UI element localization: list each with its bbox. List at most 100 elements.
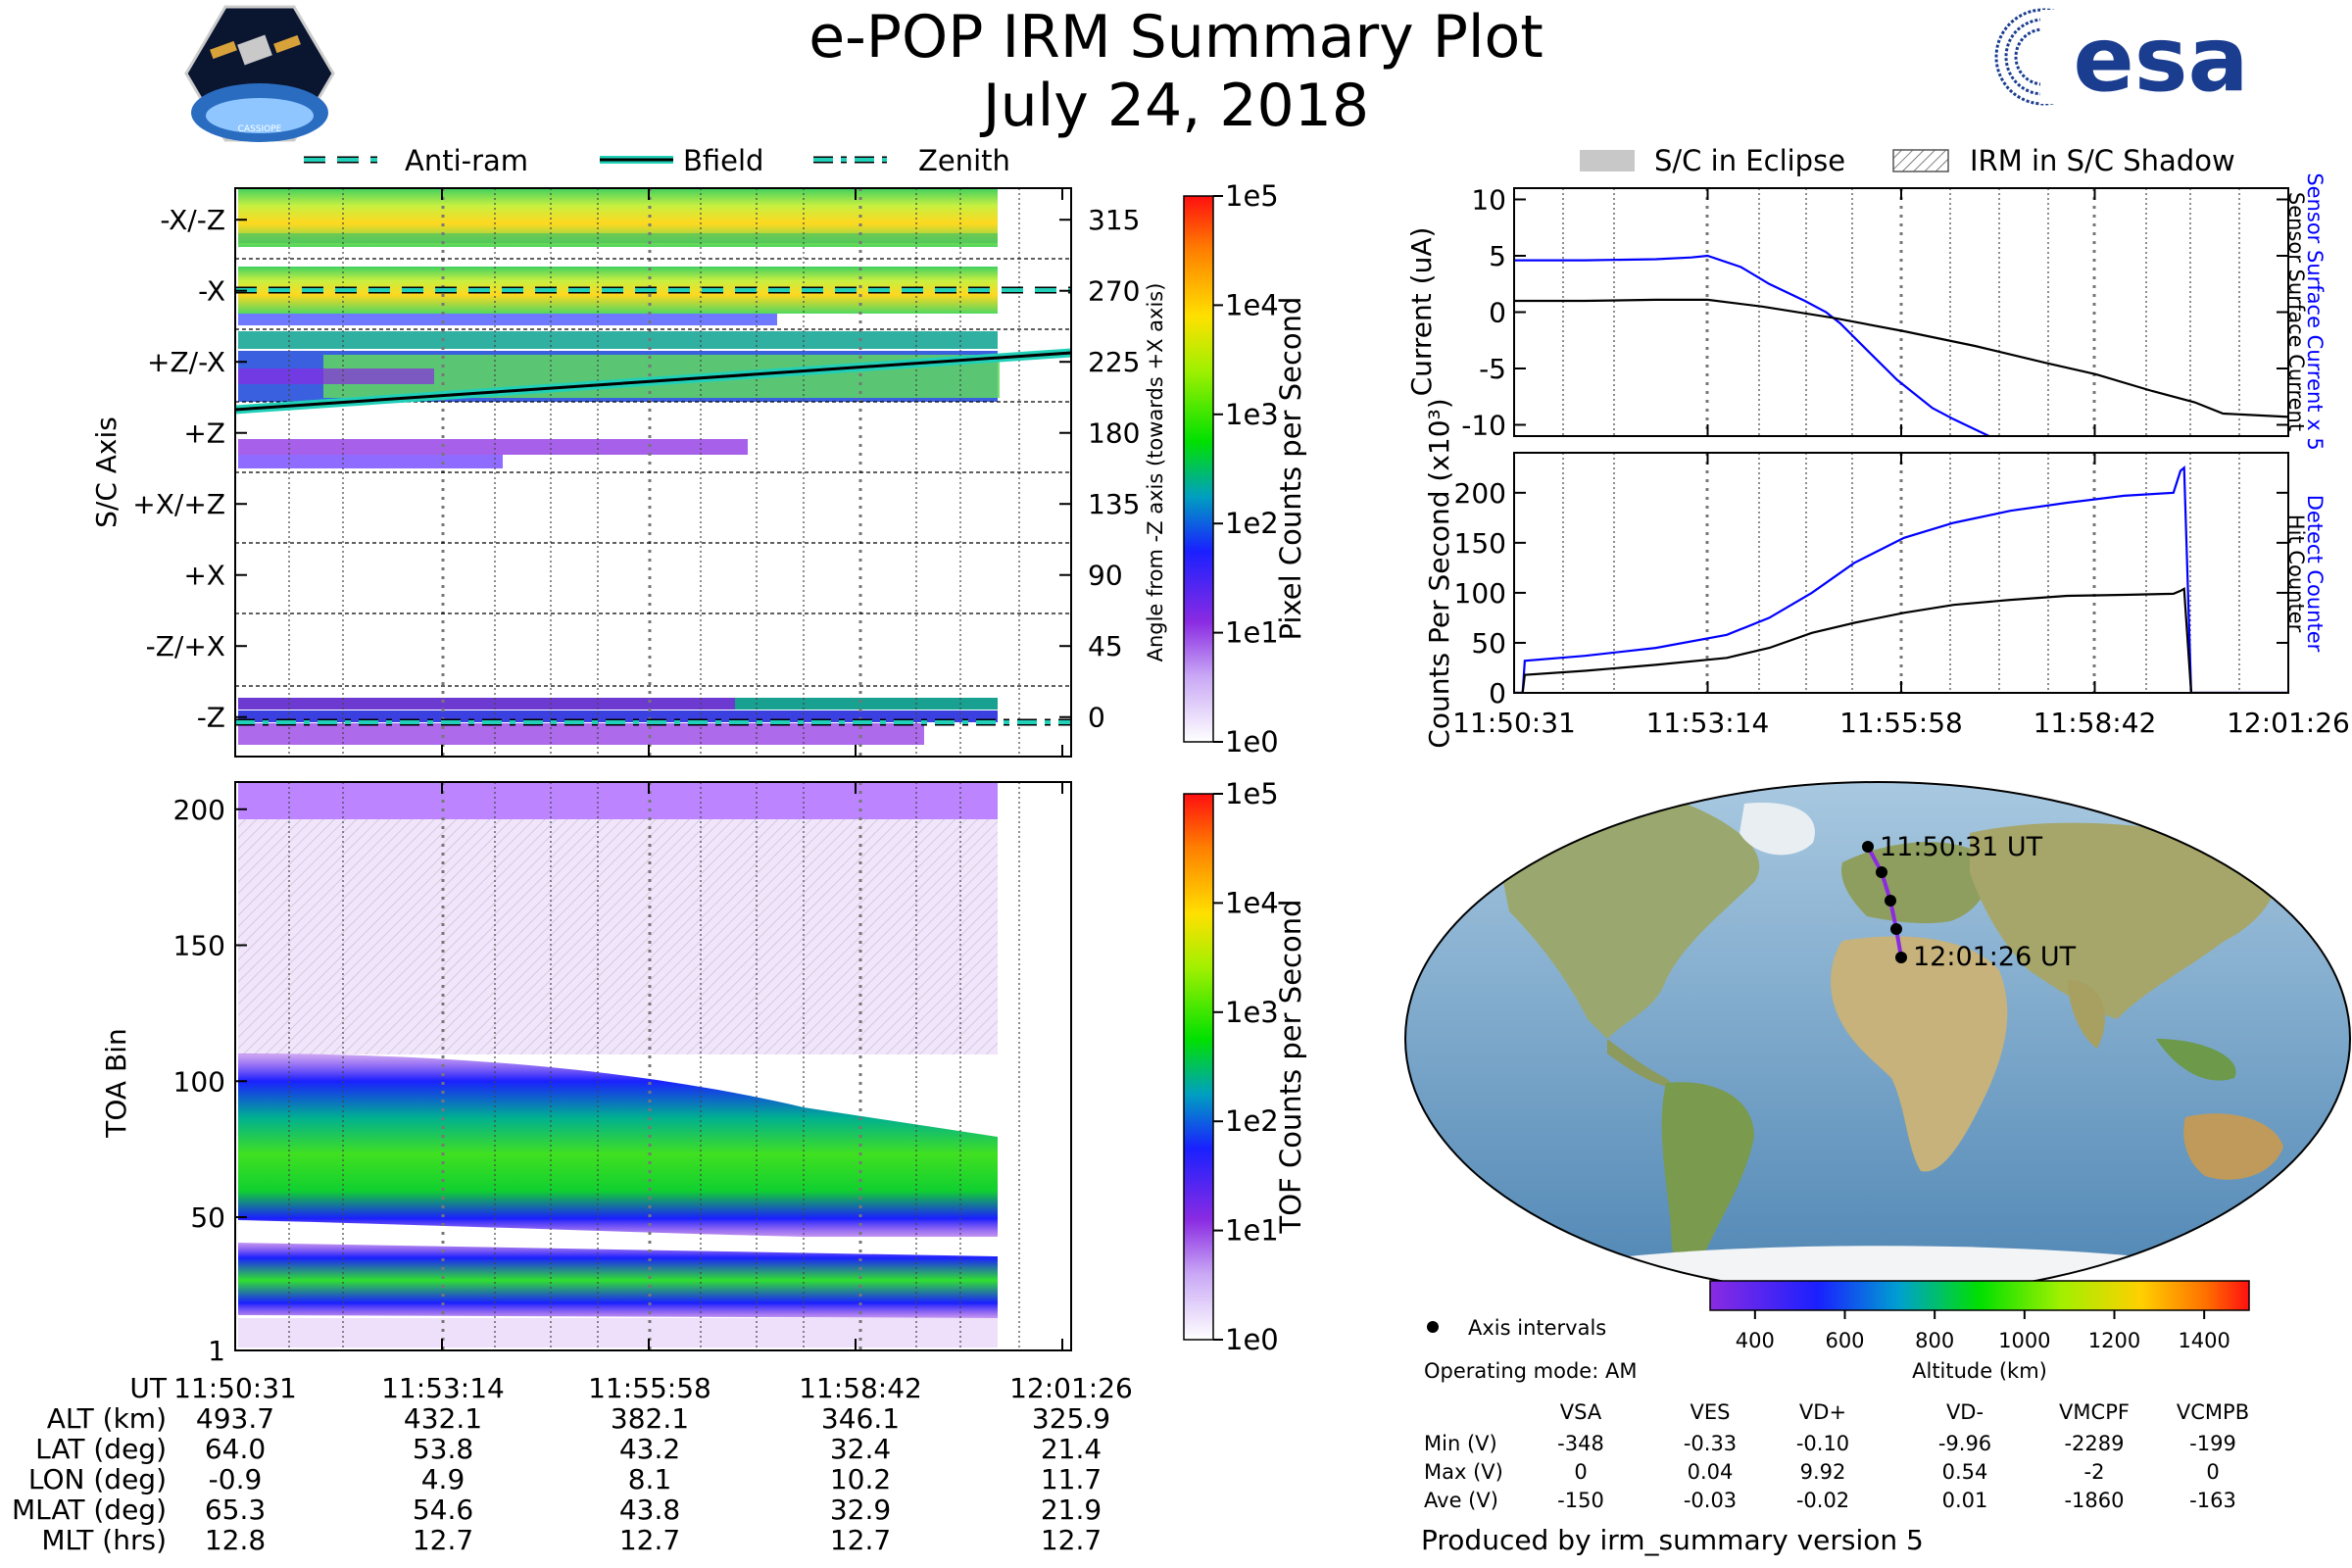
figure-date: July 24, 2018 [979, 72, 1369, 140]
esa-logo: esa [1994, 7, 2249, 112]
world-map: 11:50:31 UT 12:01:26 UT [1404, 781, 2351, 1297]
current-panel: Current (uA) Sensor Surface Current x 5 … [1405, 172, 2327, 450]
voltage-column-header: VSA [1560, 1400, 1602, 1424]
ephemeris-table: UT 11:50:31 11:53:14 11:55:58 11:58:42 12:01:… [12, 1372, 1133, 1556]
table-cell: 43.2 [619, 1433, 680, 1465]
line-ytick-label: 200 [1454, 477, 1506, 510]
table-cell: -0.9 [209, 1463, 263, 1495]
table-cell: 4.9 [421, 1463, 466, 1495]
voltage-cell: 9.92 [1800, 1460, 1846, 1484]
table-cell: 64.0 [205, 1433, 266, 1465]
colorbar-tick-label: 1e3 [1225, 996, 1279, 1029]
continent-north-america [1499, 801, 1760, 1039]
voltage-cell: -0.02 [1796, 1489, 1849, 1512]
tof-colorbar: 1e0 1e1 1e2 1e3 1e4 1e5 TOF Counts per Second [1183, 777, 1307, 1356]
axis-y2tick-label: 45 [1088, 630, 1123, 662]
table-cell: 21.9 [1041, 1494, 1102, 1526]
colorbar-tick-label: 1e2 [1225, 1104, 1279, 1138]
colorbar-tick-label: 1e1 [1225, 616, 1279, 650]
voltage-table: VSA VES VD+ VD- VMCPF VCMPB Min (V) -348 -0.33 -0… [1424, 1400, 2249, 1512]
toa-ytick-label: 200 [173, 794, 225, 826]
legend-shadow-label: IRM in S/C Shadow [1970, 144, 2235, 177]
voltage-row-label: Max (V) [1424, 1460, 1503, 1484]
line-ytick-label: -5 [1479, 353, 1506, 385]
axis-frame [234, 187, 1072, 758]
current-y2label-blue: Sensor Surface Current x 5 [2303, 172, 2327, 450]
axis-ytick-label: +X/+Z [132, 488, 225, 520]
voltage-cell: -0.03 [1684, 1489, 1737, 1512]
counts-ylabel: Counts Per Second (x10³) [1423, 398, 1455, 748]
legend-bfield: Bfield [683, 144, 763, 177]
axis-ytick-label: +X [183, 560, 225, 592]
table-cell: 12.7 [830, 1524, 891, 1556]
line-ytick-label: -10 [1461, 410, 1506, 442]
legend-zenith: Zenith [918, 144, 1010, 177]
line-xtick-label: 12:01:26 [2227, 707, 2350, 739]
table-cell: 346.1 [821, 1402, 900, 1435]
axis-y2tick-label: 90 [1088, 560, 1123, 592]
voltage-cell: 0 [1574, 1460, 1587, 1484]
pixel-colorbar: 1e0 1e1 1e2 1e3 1e4 1e5 Pixel Counts per Seco… [1183, 179, 1307, 759]
axis-ytick-label: -Z/+X [146, 630, 225, 662]
continent-greenland [1740, 803, 1815, 856]
axis-intervals-marker [1427, 1321, 1439, 1333]
colorbar-tick-label: 1e2 [1225, 507, 1279, 540]
colorbar-tick-label: 1e5 [1225, 777, 1279, 810]
track-start-label: 11:50:31 UT [1880, 832, 2043, 862]
voltage-cell: -150 [1557, 1489, 1604, 1512]
line-xtick-label: 11:53:14 [1646, 707, 1770, 739]
table-cell: 493.7 [196, 1402, 274, 1435]
axis-y2tick-label: 225 [1088, 346, 1140, 378]
voltage-cell: -163 [2189, 1489, 2236, 1512]
table-cell: 53.8 [413, 1433, 473, 1465]
altitude-tick-label: 600 [1825, 1329, 1864, 1352]
continent-australia [2183, 1113, 2283, 1180]
satellite-track [1862, 841, 1907, 963]
line-ytick-label: 10 [1471, 184, 1506, 217]
footer-text: Produced by irm_summary version 5 [1421, 1524, 1924, 1556]
voltage-cell: -2 [2084, 1460, 2105, 1484]
table-cell: 32.4 [830, 1433, 891, 1465]
colorbar-tick-label: 1e0 [1225, 1323, 1279, 1356]
table-row-label: LON (deg) [28, 1463, 167, 1495]
voltage-column-header: VMCPF [2059, 1400, 2130, 1424]
legend-anti-ram: Anti-ram [405, 144, 528, 177]
altitude-tick-label: 800 [1915, 1329, 1954, 1352]
line-ytick-label: 50 [1471, 627, 1506, 660]
axis-intervals-label: Axis intervals [1468, 1316, 1606, 1340]
table-cell: 432.1 [404, 1402, 482, 1435]
esa-logo-text: esa [2073, 7, 2248, 112]
continent-south-america [1661, 1082, 1754, 1277]
counts-grid [1562, 453, 2240, 693]
line-ytick-label: 5 [1489, 240, 1506, 272]
voltage-row-label: Min (V) [1424, 1432, 1497, 1455]
colorbar-tick-label: 1e1 [1225, 1214, 1279, 1248]
axis-y2tick-label: 0 [1088, 702, 1105, 734]
voltage-row-label: Ave (V) [1424, 1489, 1498, 1512]
continent-southeast-asia [2156, 1039, 2236, 1081]
track-end-label: 12:01:26 UT [1913, 942, 2077, 972]
table-cell: 8.1 [628, 1463, 672, 1495]
table-cell: 65.3 [205, 1494, 266, 1526]
axis-ylabel: S/C Axis [90, 416, 122, 528]
table-cell: 12:01:26 [1009, 1372, 1133, 1404]
legend-eclipse: S/C in Eclipse IRM in S/C Shadow [1580, 144, 2235, 177]
legend-orientation: Anti-ram Bfield Zenith [304, 144, 1010, 177]
counts-series-black [1514, 586, 2288, 693]
voltage-cell: -199 [2189, 1432, 2236, 1455]
toa-grid [288, 782, 1020, 1350]
cassiope-logo-text: CASSIOPE [238, 124, 282, 134]
voltage-column-header: VD- [1946, 1400, 1984, 1424]
figure-title: e-POP IRM Summary Plot [808, 3, 1544, 72]
toa-ytick-label: 100 [173, 1065, 225, 1098]
table-cell: 11:55:58 [588, 1372, 711, 1404]
continent-africa [1831, 936, 2008, 1172]
axis-y2tick-label: 135 [1088, 488, 1140, 520]
altitude-tick-label: 400 [1736, 1329, 1775, 1352]
toa-top-band [238, 782, 998, 819]
table-cell: 11:50:31 [173, 1372, 297, 1404]
table-cell: 12.7 [619, 1524, 680, 1556]
cassiope-logo: CASSIOPE [184, 5, 335, 142]
